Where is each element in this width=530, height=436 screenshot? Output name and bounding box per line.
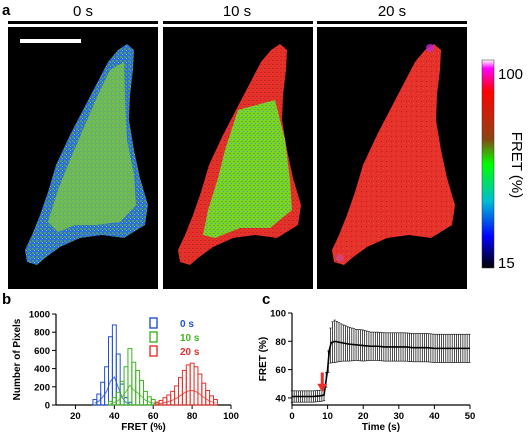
time-y-tick-label: 60 <box>275 365 286 376</box>
time-x-tick-label: 30 <box>394 411 405 422</box>
hist-legend-swatch <box>149 345 158 357</box>
hist-bar <box>178 377 183 406</box>
scale-bar <box>20 39 81 43</box>
time-y-tick-label: 80 <box>275 337 286 348</box>
panel-b: b 0 200 400 600 800 1000 20 40 60 80 100 FRET (%) Nu… <box>2 291 239 433</box>
panel-c: c 40 60 80 100 0 10 20 30 40 50 Time (s) FRET (%) <box>258 291 475 433</box>
time-x-tick-label: 10 <box>322 411 333 422</box>
hist-bar <box>104 366 110 406</box>
hist-x-axis-label: FRET (%) <box>121 422 165 433</box>
hist-x-tick-label: 20 <box>70 411 81 422</box>
hist-bar <box>123 366 129 406</box>
hist-bar <box>174 385 180 406</box>
hist-bar <box>189 362 195 406</box>
cell-20s <box>332 44 455 265</box>
hist-bar <box>209 395 215 406</box>
hist-y-tick-label: 800 <box>34 328 50 339</box>
colorbar <box>481 59 495 269</box>
time-y-tick-label: 100 <box>270 309 286 320</box>
hist-bar <box>143 390 148 406</box>
colorbar-label: FRET (%) <box>508 132 525 198</box>
cell-10s <box>178 44 301 265</box>
time-mean-line <box>292 340 470 398</box>
hist-envelope <box>110 384 158 405</box>
hist-legend-label: 20 s <box>180 347 200 358</box>
hist-bar <box>193 366 199 406</box>
hist-bar <box>146 396 152 406</box>
hist-y-tick-label: 200 <box>34 382 50 393</box>
hist-x-tick-label: 40 <box>109 411 120 422</box>
time-bar-0s <box>8 21 158 24</box>
time-x-axis-label: Time (s) <box>362 422 400 433</box>
panel-c-letter: c <box>262 291 270 308</box>
hist-y-tick-label: 1000 <box>29 310 50 321</box>
hist-legend-swatch <box>149 317 158 329</box>
hist-legend-label: 0 s <box>180 319 194 330</box>
panel-a: a 0 s 10 s 20 s <box>2 2 525 289</box>
hist-bar <box>100 381 106 406</box>
colorbar-min-label: 15 <box>498 255 515 272</box>
time-x-tick-label: 20 <box>358 411 369 422</box>
time-x-tick-label: 0 <box>289 411 294 422</box>
hist-bar <box>131 361 137 406</box>
colorbar-max-label: 100 <box>498 66 523 83</box>
hist-envelope <box>157 389 216 405</box>
stimulus-arrow-head <box>317 383 328 393</box>
hist-x-tick-label: 80 <box>187 411 198 422</box>
hist-y-tick-label: 600 <box>34 346 50 357</box>
hist-bar <box>135 369 141 406</box>
hist-bar <box>115 353 121 406</box>
hist-bar <box>166 394 172 406</box>
hist-bar <box>170 390 176 406</box>
hist-legend-label: 10 s <box>180 333 200 344</box>
time-label-20s: 20 s <box>378 3 406 20</box>
time-label-0s: 0 s <box>73 3 93 20</box>
hist-y-tick-label: 400 <box>34 364 50 375</box>
hist-x-tick-label: 100 <box>223 411 239 422</box>
hist-bar <box>201 382 207 406</box>
time-bar-20s <box>317 21 467 24</box>
hist-bar <box>127 348 133 406</box>
time-x-tick-label: 50 <box>465 411 476 422</box>
time-label-10s: 10 s <box>223 3 251 20</box>
hist-y-axis-label: Number of Pixels <box>12 318 23 400</box>
hist-x-tick-label: 60 <box>148 411 159 422</box>
hist-bar <box>181 369 187 406</box>
panel-b-letter: b <box>2 291 11 308</box>
time-bar-10s <box>163 21 313 24</box>
hist-bar <box>111 324 117 406</box>
hist-bar <box>108 336 113 406</box>
hist-y-tick-label: 0 <box>45 401 50 412</box>
cell-0s <box>25 44 148 265</box>
hist-legend-swatch <box>149 331 158 343</box>
hist-bar <box>197 373 203 406</box>
hist-bar <box>139 379 145 406</box>
time-x-tick-label: 40 <box>429 411 440 422</box>
hist-bar <box>162 397 168 406</box>
time-y-tick-label: 40 <box>275 393 286 404</box>
hist-bar <box>185 364 191 406</box>
hist-bar <box>205 389 211 406</box>
time-y-axis-label: FRET (%) <box>258 337 269 381</box>
panel-a-letter: a <box>2 2 11 19</box>
